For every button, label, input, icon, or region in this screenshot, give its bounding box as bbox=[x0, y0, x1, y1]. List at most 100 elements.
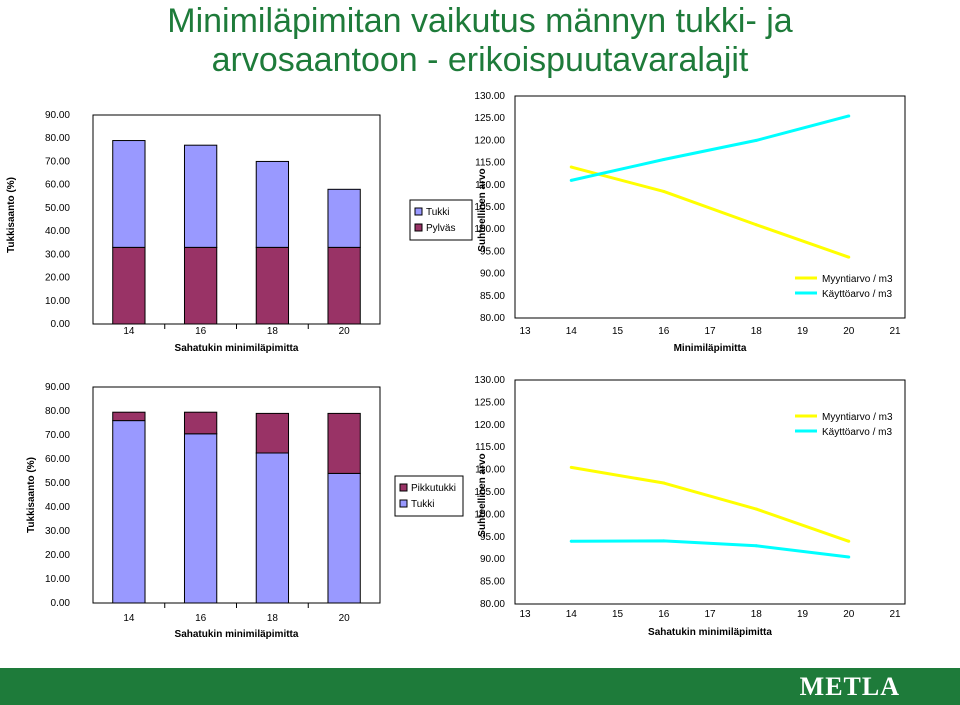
y-tick-label: 40.00 bbox=[45, 502, 70, 513]
y-tick-label: 125.00 bbox=[474, 113, 505, 124]
x-axis-label: Sahatukin minimiläpimitta bbox=[175, 629, 299, 640]
x-tick-label: 16 bbox=[658, 326, 670, 337]
line-myyntiarvo-m3 bbox=[570, 165, 850, 259]
x-tick-label: 20 bbox=[843, 326, 855, 337]
x-tick-label: 15 bbox=[612, 326, 624, 337]
x-tick-label: 14 bbox=[123, 613, 135, 624]
y-tick-label: 90.00 bbox=[45, 110, 70, 121]
x-tick-label: 19 bbox=[797, 609, 809, 620]
data-point bbox=[662, 157, 666, 161]
chart-2: 80.00 85.00 90.00 95.00 100.00 105.00 110.00 11… bbox=[474, 91, 906, 354]
y-axis-label: Tukkisaanto (%) bbox=[26, 457, 37, 533]
y-tick-label: 85.00 bbox=[480, 577, 505, 588]
y-tick-label: 130.00 bbox=[474, 375, 505, 386]
legend: Tukki Pylväs bbox=[409, 199, 473, 241]
legend-label: Pikkutukki bbox=[411, 483, 456, 494]
bar-tukki bbox=[112, 420, 146, 604]
chart-3: 0.00 10.00 20.00 30.00 40.00 50.00 60.00 70.00 8… bbox=[26, 382, 464, 640]
legend-swatch bbox=[414, 207, 423, 216]
x-tick-label: 17 bbox=[704, 609, 716, 620]
y-tick-label: 90.00 bbox=[480, 269, 505, 280]
legend-label: Tukki bbox=[411, 499, 435, 510]
metla-logo: METLA bbox=[799, 672, 900, 701]
y-tick-label: 60.00 bbox=[45, 180, 70, 191]
y-tick-label: 70.00 bbox=[45, 156, 70, 167]
y-tick-label: 0.00 bbox=[51, 598, 71, 609]
y-tick-label: 10.00 bbox=[45, 574, 70, 585]
bar-pylv-s bbox=[255, 246, 290, 325]
bar-tukki bbox=[183, 433, 218, 604]
line-myyntiarvo-m3 bbox=[570, 465, 850, 543]
x-tick-label: 21 bbox=[889, 609, 901, 620]
y-axis-label: Suhteellinen arvo bbox=[477, 453, 488, 536]
y-tick-label: 130.00 bbox=[474, 91, 505, 102]
legend-box bbox=[394, 475, 464, 517]
y-tick-label: 110.00 bbox=[475, 180, 505, 191]
bar-pikkutukki bbox=[327, 412, 361, 474]
y-tick-label: 50.00 bbox=[45, 478, 70, 489]
x-tick-label: 18 bbox=[267, 613, 279, 624]
title-line-2: arvosaantoon - erikoispuutavaralajit bbox=[211, 41, 749, 79]
x-tick-label: 21 bbox=[889, 326, 901, 337]
y-tick-label: 85.00 bbox=[480, 291, 505, 302]
footer-band bbox=[0, 668, 960, 705]
y-tick-label: 60.00 bbox=[45, 454, 70, 465]
y-tick-label: 110.00 bbox=[475, 465, 505, 476]
y-tick-label: 90.00 bbox=[480, 554, 505, 565]
y-tick-label: 120.00 bbox=[474, 135, 505, 146]
data-point bbox=[754, 223, 758, 227]
data-point bbox=[847, 255, 851, 259]
x-tick-label: 19 bbox=[797, 326, 809, 337]
bar-pikkutukki bbox=[112, 411, 146, 422]
data-point bbox=[569, 165, 573, 169]
x-tick-label: 20 bbox=[339, 326, 351, 337]
x-tick-label: 16 bbox=[195, 613, 207, 624]
y-tick-label: 80.00 bbox=[480, 599, 505, 610]
x-axis-label: Minimiläpimitta bbox=[674, 343, 747, 354]
legend: Myyntiarvo / m3 Käyttöarvo / m3 bbox=[795, 274, 893, 300]
slide-title: Minimiläpimitan vaikutus männyn tukki- j… bbox=[0, 2, 960, 80]
bar-tukki bbox=[327, 472, 361, 604]
line-k-ytt-arvo-m3 bbox=[571, 539, 849, 559]
y-tick-label: 100.00 bbox=[474, 509, 505, 520]
legend: Pikkutukki Tukki bbox=[394, 475, 464, 517]
x-axis-label: Sahatukin minimiläpimitta bbox=[175, 343, 299, 354]
x-tick-label: 14 bbox=[566, 609, 578, 620]
y-tick-label: 125.00 bbox=[474, 397, 505, 408]
legend: Myyntiarvo / m3 Käyttöarvo / m3 bbox=[795, 412, 893, 438]
bar-pylv-s bbox=[327, 246, 361, 325]
y-axis-label: Suhteellinen arvo bbox=[477, 168, 488, 251]
bar-tukki bbox=[255, 160, 290, 248]
data-point bbox=[569, 178, 573, 182]
x-tick-label: 16 bbox=[195, 326, 207, 337]
bar-tukki bbox=[183, 144, 218, 248]
x-tick-label: 16 bbox=[658, 609, 670, 620]
x-tick-label: 20 bbox=[843, 609, 855, 620]
line-k-ytt-arvo-m3 bbox=[570, 114, 850, 182]
x-tick-label: 13 bbox=[519, 609, 531, 620]
title-line-1: Minimiläpimitan vaikutus männyn tukki- j… bbox=[167, 2, 793, 40]
y-tick-label: 70.00 bbox=[45, 430, 70, 441]
chart-1: 0.00 10.00 20.00 30.00 40.00 50.00 60.00 70.00 8… bbox=[6, 110, 473, 354]
bar-pylv-s bbox=[183, 246, 218, 325]
data-point bbox=[569, 539, 573, 543]
legend-label: Tukki bbox=[426, 207, 450, 218]
x-tick-label: 18 bbox=[751, 609, 763, 620]
legend-label: Myyntiarvo / m3 bbox=[822, 274, 893, 285]
y-tick-label: 20.00 bbox=[45, 273, 70, 284]
plot-area bbox=[514, 379, 906, 605]
x-tick-label: 13 bbox=[519, 326, 531, 337]
data-point bbox=[847, 539, 851, 543]
data-point bbox=[662, 539, 666, 543]
bar-pylv-s bbox=[112, 246, 146, 325]
y-tick-label: 105.00 bbox=[474, 202, 505, 213]
legend-label: Myyntiarvo / m3 bbox=[822, 412, 893, 423]
bar-pikkutukki bbox=[183, 411, 218, 435]
x-tick-label: 18 bbox=[267, 326, 279, 337]
y-tick-label: 10.00 bbox=[45, 296, 70, 307]
y-tick-label: 50.00 bbox=[45, 203, 70, 214]
bar-tukki bbox=[327, 188, 361, 248]
x-tick-label: 14 bbox=[123, 326, 135, 337]
bar-pikkutukki bbox=[255, 412, 290, 454]
y-tick-label: 80.00 bbox=[45, 406, 70, 417]
